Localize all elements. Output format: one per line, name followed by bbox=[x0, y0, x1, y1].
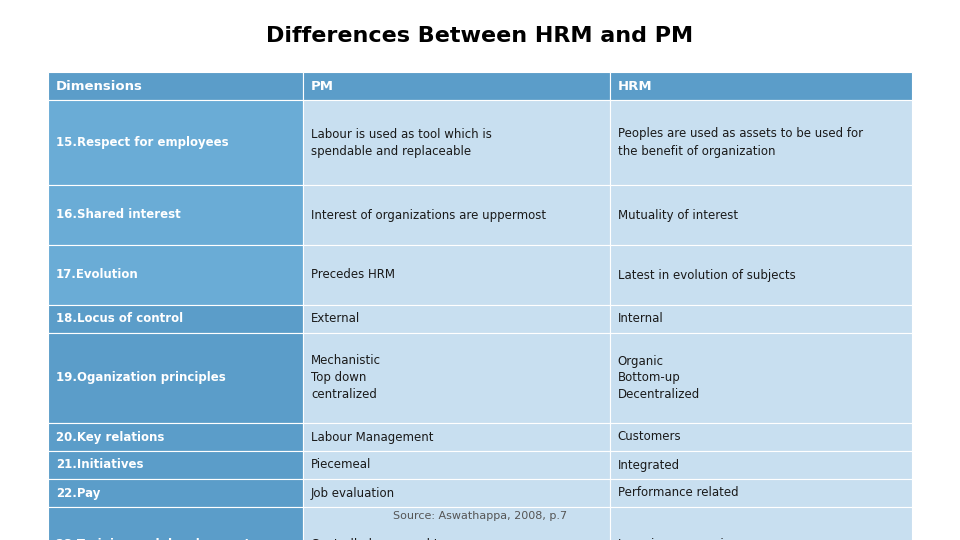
Text: PM: PM bbox=[311, 79, 334, 92]
Bar bbox=[48, 100, 303, 185]
Text: 23.Training and development: 23.Training and development bbox=[56, 538, 251, 540]
Bar bbox=[303, 507, 610, 540]
Bar bbox=[303, 305, 610, 333]
Bar bbox=[610, 185, 912, 245]
Bar bbox=[48, 451, 303, 479]
Text: External: External bbox=[311, 313, 360, 326]
Text: Controlled accessed to courses: Controlled accessed to courses bbox=[311, 538, 494, 540]
Text: Piecemeal: Piecemeal bbox=[311, 458, 372, 471]
Bar bbox=[610, 423, 912, 451]
Bar bbox=[48, 185, 303, 245]
Text: Mechanistic
Top down
centralized: Mechanistic Top down centralized bbox=[311, 354, 381, 402]
Bar bbox=[303, 451, 610, 479]
Bar bbox=[48, 423, 303, 451]
Bar bbox=[610, 245, 912, 305]
Bar bbox=[48, 305, 303, 333]
Text: 22.Pay: 22.Pay bbox=[56, 487, 101, 500]
Text: Internal: Internal bbox=[617, 313, 663, 326]
Text: Labour Management: Labour Management bbox=[311, 430, 433, 443]
Bar bbox=[303, 479, 610, 507]
Bar bbox=[610, 507, 912, 540]
Bar bbox=[303, 245, 610, 305]
Bar bbox=[303, 423, 610, 451]
Text: Differences Between HRM and PM: Differences Between HRM and PM bbox=[267, 26, 693, 46]
Text: Learning companies: Learning companies bbox=[617, 538, 736, 540]
Text: 18.Locus of control: 18.Locus of control bbox=[56, 313, 183, 326]
Text: Customers: Customers bbox=[617, 430, 682, 443]
Text: 17.Evolution: 17.Evolution bbox=[56, 268, 139, 281]
Bar bbox=[610, 100, 912, 185]
Bar bbox=[303, 333, 610, 423]
Text: 19.Oganization principles: 19.Oganization principles bbox=[56, 372, 226, 384]
Text: Performance related: Performance related bbox=[617, 487, 738, 500]
Bar bbox=[303, 185, 610, 245]
Bar bbox=[48, 245, 303, 305]
Bar bbox=[303, 72, 610, 100]
Text: 20.Key relations: 20.Key relations bbox=[56, 430, 164, 443]
Bar bbox=[303, 100, 610, 185]
Text: Precedes HRM: Precedes HRM bbox=[311, 268, 395, 281]
Text: 15.Respect for employees: 15.Respect for employees bbox=[56, 136, 228, 149]
Text: Organic
Bottom-up
Decentralized: Organic Bottom-up Decentralized bbox=[617, 354, 700, 402]
Text: HRM: HRM bbox=[617, 79, 652, 92]
Text: Peoples are used as assets to be used for
the benefit of organization: Peoples are used as assets to be used fo… bbox=[617, 127, 863, 158]
Bar bbox=[48, 507, 303, 540]
Bar bbox=[610, 451, 912, 479]
Bar bbox=[610, 72, 912, 100]
Bar bbox=[48, 479, 303, 507]
Text: Latest in evolution of subjects: Latest in evolution of subjects bbox=[617, 268, 795, 281]
Text: Mutuality of interest: Mutuality of interest bbox=[617, 208, 737, 221]
Bar bbox=[48, 72, 303, 100]
Text: Source: Aswathappa, 2008, p.7: Source: Aswathappa, 2008, p.7 bbox=[393, 511, 567, 521]
Text: 16.Shared interest: 16.Shared interest bbox=[56, 208, 180, 221]
Text: Labour is used as tool which is
spendable and replaceable: Labour is used as tool which is spendabl… bbox=[311, 127, 492, 158]
Bar bbox=[610, 479, 912, 507]
Text: Integrated: Integrated bbox=[617, 458, 680, 471]
Bar bbox=[610, 333, 912, 423]
Text: Job evaluation: Job evaluation bbox=[311, 487, 395, 500]
Text: 21.Initiatives: 21.Initiatives bbox=[56, 458, 143, 471]
Bar bbox=[48, 333, 303, 423]
Text: Interest of organizations are uppermost: Interest of organizations are uppermost bbox=[311, 208, 546, 221]
Text: Dimensions: Dimensions bbox=[56, 79, 143, 92]
Bar bbox=[610, 305, 912, 333]
